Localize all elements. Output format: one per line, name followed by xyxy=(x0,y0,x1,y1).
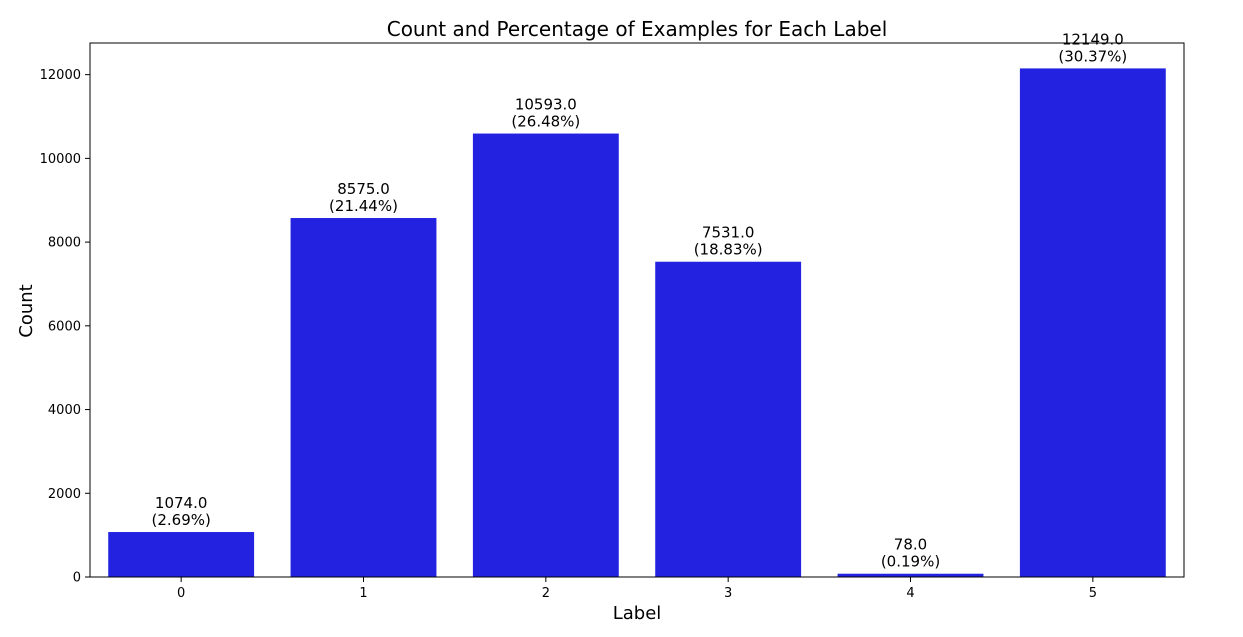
y-tick-label-6000: 6000 xyxy=(48,319,81,334)
x-tick-label-5: 5 xyxy=(1089,586,1097,601)
plot-area: 1074.0(2.69%) 0 8575.0(21.44%) 1 10593.0(26.… xyxy=(40,30,1185,601)
x-tick-label-3: 3 xyxy=(724,586,732,601)
bar-value-label-0: 1074.0 xyxy=(155,494,208,512)
bar-4 xyxy=(837,573,984,577)
bar-percent-label-1: (21.44%) xyxy=(329,197,398,215)
bar-percent-label-2: (26.48%) xyxy=(511,113,580,131)
plot-frame xyxy=(89,42,1185,578)
bar-value-label-1: 8575.0 xyxy=(337,180,390,198)
x-tick-label-1: 1 xyxy=(359,586,367,601)
bar-percent-label-3: (18.83%) xyxy=(694,241,763,259)
bar-value-label-5: 12149.0 xyxy=(1062,30,1124,48)
x-tick-label-2: 2 xyxy=(542,586,550,601)
y-axis-label: Count xyxy=(16,284,37,337)
y-tick-label-8000: 8000 xyxy=(48,236,81,251)
x-axis-label: Label xyxy=(613,603,662,624)
bar-3 xyxy=(655,261,802,577)
y-tick-label-0: 0 xyxy=(73,571,81,586)
bar-percent-label-0: (2.69%) xyxy=(151,511,210,529)
bar-0 xyxy=(108,532,255,577)
bar-5 xyxy=(1019,68,1166,577)
y-tick-label-4000: 4000 xyxy=(48,403,81,418)
bar-value-label-2: 10593.0 xyxy=(515,96,577,114)
bar-percent-label-5: (30.37%) xyxy=(1058,47,1127,65)
chart-title: Count and Percentage of Examples for Eac… xyxy=(387,17,888,41)
bar-2 xyxy=(472,133,619,577)
y-tick-label-10000: 10000 xyxy=(40,152,81,167)
y-tick-label-12000: 12000 xyxy=(40,68,81,83)
x-tick-label-0: 0 xyxy=(177,586,185,601)
x-tick-label-4: 4 xyxy=(906,586,914,601)
y-tick-label-2000: 2000 xyxy=(48,487,81,502)
bar-1 xyxy=(290,218,437,577)
bar-value-label-3: 7531.0 xyxy=(702,224,755,242)
bar-value-label-4: 78.0 xyxy=(894,536,927,554)
bar-percent-label-4: (0.19%) xyxy=(881,553,940,571)
